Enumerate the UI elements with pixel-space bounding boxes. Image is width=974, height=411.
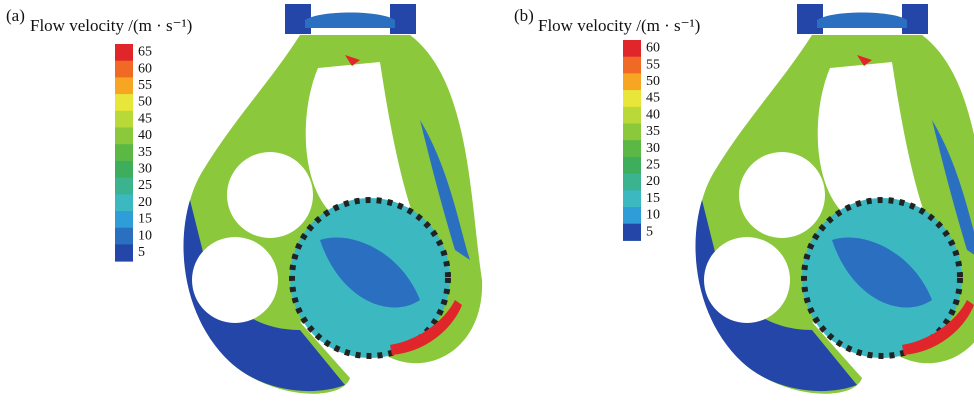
legend-tick-label: 15	[646, 191, 660, 206]
legend-swatch	[115, 94, 133, 111]
legend-swatch	[623, 190, 641, 207]
legend-swatch	[623, 207, 641, 224]
legend-tick-label: 60	[138, 61, 152, 76]
legend-swatch	[623, 157, 641, 174]
legend-swatch	[115, 194, 133, 211]
legend-tick-label: 5	[646, 224, 653, 239]
legend-tick-label: 30	[138, 161, 152, 176]
flow-contour	[695, 4, 974, 394]
legend-tick-label: 30	[646, 141, 660, 156]
legend-swatch	[115, 111, 133, 128]
legend-swatch	[115, 61, 133, 78]
legend-tick-label: 25	[646, 157, 660, 172]
legend-tick-label: 10	[646, 208, 660, 223]
legend-tick-label: 40	[646, 107, 660, 122]
legend-tick-label: 20	[646, 174, 660, 189]
legend-tick-label: 10	[138, 228, 152, 243]
legend-swatch	[115, 178, 133, 195]
panel-label: (a)	[6, 6, 25, 25]
figure: (a)Flow velocity /(m · s⁻¹)6560555045403…	[0, 0, 974, 411]
legend-tick-label: 35	[646, 124, 660, 139]
legend-tick-label: 55	[138, 78, 152, 93]
legend-swatch	[115, 211, 133, 228]
legend-swatch	[623, 174, 641, 191]
legend-tick-label: 65	[138, 45, 152, 60]
legend-swatch	[115, 228, 133, 245]
legend-title: Flow velocity /(m · s⁻¹)	[30, 16, 192, 35]
legend-tick-label: 5	[138, 245, 145, 260]
legend-tick-label: 45	[138, 111, 152, 126]
legend-tick-label: 20	[138, 195, 152, 210]
legend-swatch	[623, 90, 641, 107]
legend-swatch	[115, 161, 133, 178]
legend-swatch	[115, 44, 133, 61]
legend-tick-label: 50	[138, 95, 152, 110]
legend-swatch	[623, 57, 641, 74]
legend-tick-label: 15	[138, 212, 152, 227]
legend-tick-label: 40	[138, 128, 152, 143]
legend-tick-label: 60	[646, 41, 660, 56]
legend-title: Flow velocity /(m · s⁻¹)	[538, 16, 700, 35]
legend-tick-label: 25	[138, 178, 152, 193]
legend-swatch	[115, 244, 133, 261]
legend-tick-label: 55	[646, 57, 660, 72]
legend-swatch	[115, 77, 133, 94]
legend-swatch	[623, 107, 641, 124]
legend-swatch	[623, 124, 641, 141]
flow-contour	[183, 4, 482, 394]
legend-swatch	[115, 128, 133, 145]
panel-label: (b)	[514, 6, 534, 25]
legend-swatch	[623, 224, 641, 241]
legend-swatch	[115, 144, 133, 161]
legend-swatch	[623, 73, 641, 90]
legend-tick-label: 45	[646, 91, 660, 106]
legend-tick-label: 50	[646, 74, 660, 89]
legend-swatch	[623, 140, 641, 157]
legend-swatch	[623, 40, 641, 57]
legend-tick-label: 35	[138, 145, 152, 160]
